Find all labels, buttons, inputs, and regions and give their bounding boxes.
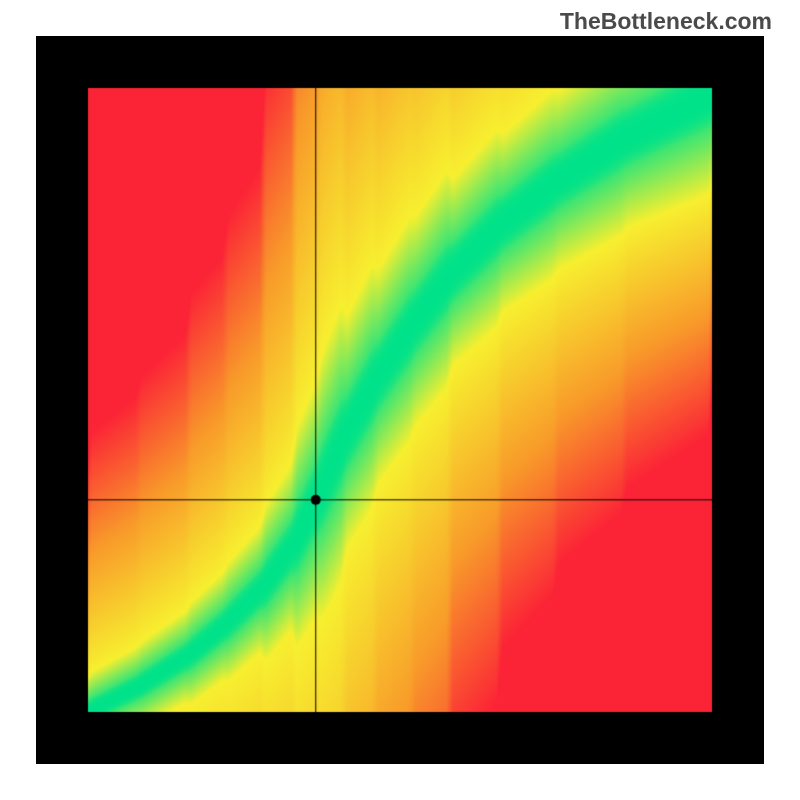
- chart-container: TheBottleneck.com: [0, 0, 800, 800]
- heatmap-canvas: [36, 36, 764, 764]
- watermark-text: TheBottleneck.com: [560, 8, 772, 35]
